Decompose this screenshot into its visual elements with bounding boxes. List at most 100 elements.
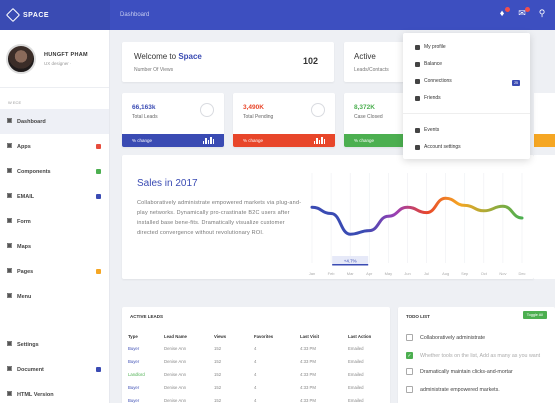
checkbox[interactable] xyxy=(406,334,413,341)
sidebar-item-email[interactable]: ▣ EMAIL xyxy=(0,184,109,209)
logo-icon xyxy=(5,7,21,23)
table-cell: Denise Ann xyxy=(164,372,186,377)
mail-icon[interactable]: ✉ xyxy=(517,7,530,19)
x-tick-label: Nov xyxy=(499,271,506,276)
table-cell: Emailed xyxy=(348,385,364,390)
table-cell: Denise Ann xyxy=(164,359,186,364)
sidebar-item-label: Dashboard xyxy=(17,118,46,125)
todo-item[interactable]: Dramatically maintain clicks-and-mortar xyxy=(406,368,555,375)
checkbox[interactable] xyxy=(406,368,413,375)
table-row[interactable]: Buyer Denise Ann 152 4 4:33 PM Emailed xyxy=(128,355,388,368)
sidebar-item-maps[interactable]: ▣ Maps xyxy=(0,234,109,259)
column-header[interactable]: Lead Name xyxy=(164,334,187,339)
series-line xyxy=(310,196,524,236)
dropdown-divider xyxy=(403,113,530,114)
tooltip-bar xyxy=(332,264,369,266)
profile-dropdown: My profile Balance Connections Friends Event… xyxy=(403,33,530,159)
todo-text: Whether tools on the list, Add as many a… xyxy=(420,352,541,359)
table-cell: 152 xyxy=(214,346,222,351)
dropdown-label: Account settings xyxy=(424,144,461,150)
table-cell: Buyer xyxy=(128,346,140,351)
sidebar-badge xyxy=(96,367,101,372)
todo-text: Collaboratively administrate xyxy=(420,334,486,341)
views-count: 102 xyxy=(302,56,318,66)
account-settings-icon xyxy=(415,144,420,150)
table-cell: 4:33 PM xyxy=(300,372,317,377)
column-header[interactable]: Views xyxy=(214,334,227,339)
table-row[interactable]: Landlord Denise Ann 152 4 4:33 PM Emailed xyxy=(128,368,388,381)
dropdown-item-events[interactable]: Events xyxy=(415,127,439,133)
checkbox[interactable]: ✓ xyxy=(406,352,413,359)
x-tick-label: Oct xyxy=(481,271,488,276)
mail-icon: ▣ xyxy=(6,193,13,199)
active-leads-card: ACTIVE LEADS Type Lead Name Views Favorites… xyxy=(122,307,390,403)
sidebar-item-html-version[interactable]: ▣ HTML Version xyxy=(0,382,109,403)
avatar[interactable] xyxy=(6,43,36,74)
sidebar-item-label: Document xyxy=(17,366,44,373)
column-header[interactable]: Type xyxy=(128,334,138,339)
connections-badge: 25 xyxy=(512,80,520,86)
document-icon: ▣ xyxy=(6,366,13,372)
sidebar: HUNGFT PHAM UX designer · W ECE ▣ Dashboa… xyxy=(0,30,110,403)
dropdown-label: Balance xyxy=(424,61,443,67)
table-cell: Emailed xyxy=(348,372,364,377)
todo-item[interactable]: Collaboratively administrate xyxy=(406,334,555,341)
stat-footer: % change xyxy=(122,134,224,147)
todo-text: administrate empowered markets. xyxy=(420,386,500,393)
sidebar-item-settings[interactable]: ▣ Settings xyxy=(0,332,109,357)
table-row[interactable]: Buyer Denise Ann 152 4 4:33 PM Emailed xyxy=(128,394,388,403)
sidebar-item-dashboard[interactable]: ▣ Dashboard xyxy=(0,109,109,134)
table-cell: Emailed xyxy=(348,398,364,403)
bell-icon[interactable]: ♦ xyxy=(497,7,510,19)
sales-description: Collaboratively administrate empowered m… xyxy=(137,200,302,236)
dropdown-item-friends[interactable]: Friends xyxy=(415,95,441,101)
dropdown-label: Events xyxy=(424,127,440,133)
sidebar-badge xyxy=(96,194,101,199)
checkbox[interactable] xyxy=(406,386,413,393)
sidebar-item-label: Apps xyxy=(17,143,31,150)
x-tick-label: Jan xyxy=(309,271,315,276)
sidebar-item-document[interactable]: ▣ Document xyxy=(0,357,109,382)
table-cell: Denise Ann xyxy=(164,346,186,351)
table-cell: 152 xyxy=(214,385,222,390)
dropdown-item-balance[interactable]: Balance xyxy=(415,61,442,67)
sidebar-item-apps[interactable]: ▣ Apps xyxy=(0,134,109,159)
sales-chart: Jan Feb Mar Apr May Jun Jul Aug Sep Oct Nov Dec +4.7… xyxy=(309,173,526,276)
table-cell: Buyer xyxy=(128,359,140,364)
apps-icon: ▣ xyxy=(6,143,13,149)
components-icon: ▣ xyxy=(6,168,13,174)
stat-value: 8,372K xyxy=(354,104,375,111)
column-header[interactable]: Last Action xyxy=(348,334,372,339)
map-icon: ▣ xyxy=(6,243,13,249)
sidebar-badge xyxy=(96,169,101,174)
x-tick-label: Mar xyxy=(347,271,355,276)
x-tick-label: Jul xyxy=(424,271,429,276)
sidebar-item-pages[interactable]: ▣ Pages xyxy=(0,259,109,284)
stat-value: 66,163k xyxy=(132,104,156,111)
stat-card-partial xyxy=(534,93,555,147)
breadcrumb[interactable]: Dashboard xyxy=(120,12,150,18)
dropdown-item-profile[interactable]: My profile xyxy=(415,44,446,50)
x-tick-label: Sep xyxy=(461,271,469,276)
stat-footer: % change xyxy=(233,134,335,147)
welcome-subtitle: Number Of Views xyxy=(134,67,174,73)
table-row[interactable]: Buyer Denise Ann 152 4 4:33 PM Emailed xyxy=(128,342,388,355)
sidebar-item-components[interactable]: ▣ Components xyxy=(0,159,109,184)
search-icon[interactable]: ⚲ xyxy=(538,8,546,18)
column-header[interactable]: Favorites xyxy=(254,334,274,339)
toggle-all-button[interactable]: Toggle All xyxy=(522,311,547,319)
column-header[interactable]: Last Visit xyxy=(300,334,320,339)
sidebar-badge xyxy=(96,144,101,149)
todo-item[interactable]: ✓ Whether tools on the list, Add as many … xyxy=(406,352,555,359)
dropdown-label: My profile xyxy=(424,44,446,50)
dropdown-item-connections[interactable]: Connections xyxy=(415,78,452,84)
sidebar-item-form[interactable]: ▣ Form xyxy=(0,209,109,234)
sidebar-item-menu[interactable]: ▣ Menu xyxy=(0,284,109,309)
brand[interactable]: SPACE xyxy=(0,0,110,30)
dropdown-item-account-settings[interactable]: Account settings xyxy=(415,144,461,150)
stat-card: 66,163k Total Leads % change xyxy=(122,93,224,147)
balance-icon xyxy=(415,61,420,67)
todo-item[interactable]: administrate empowered markets. xyxy=(406,386,555,393)
table-row[interactable]: Buyer Denise Ann 152 4 4:33 PM Emailed xyxy=(128,381,388,394)
brand-name: SPACE xyxy=(23,11,50,19)
